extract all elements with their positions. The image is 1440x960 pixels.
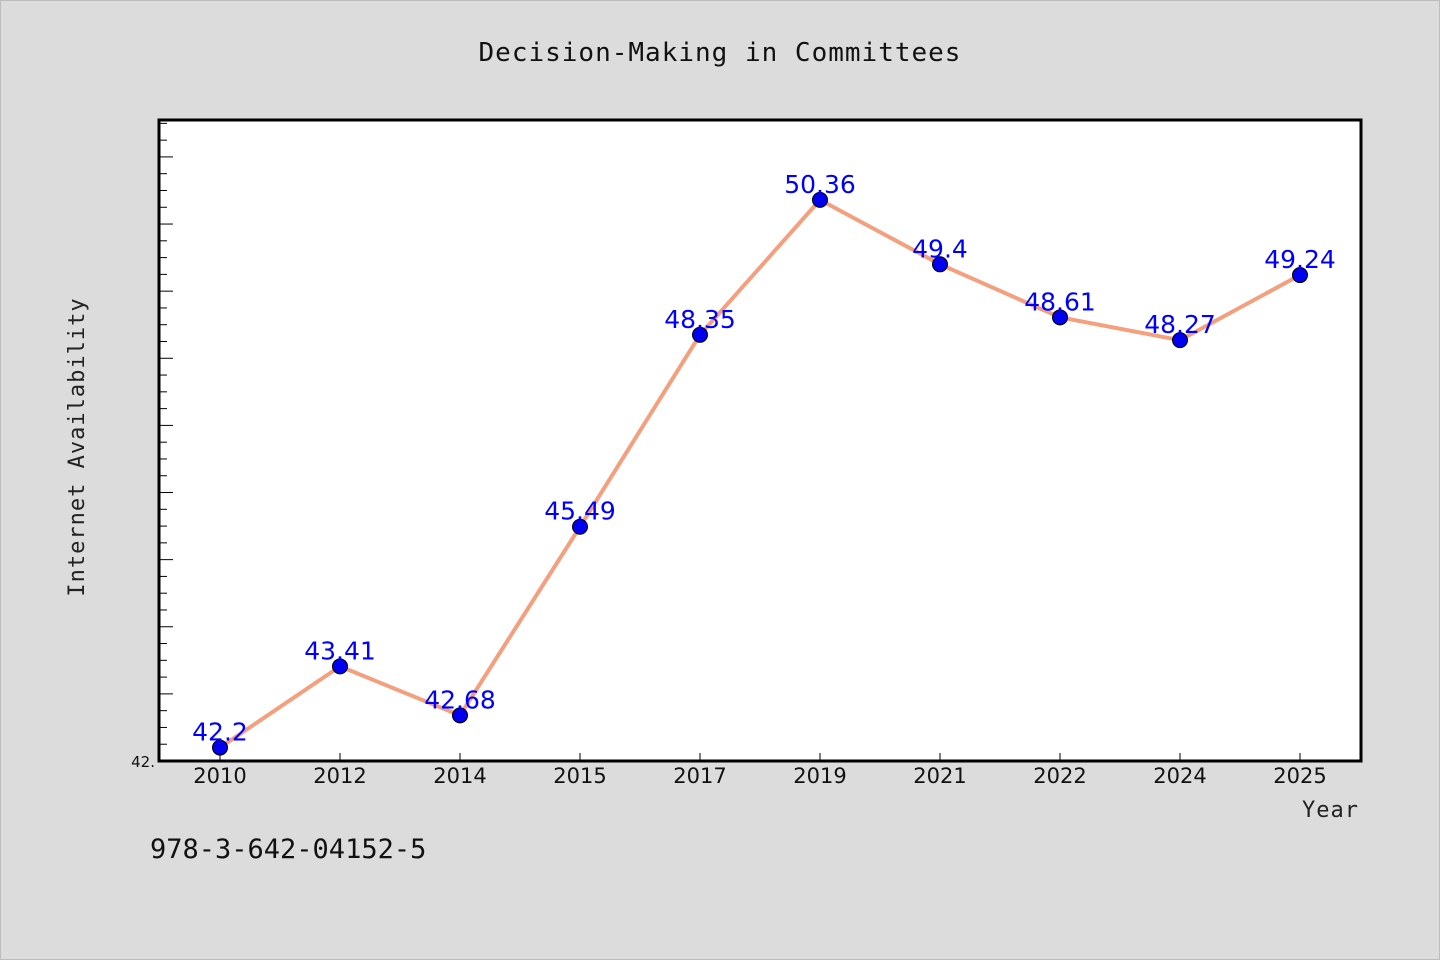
x-tick-label: 2021 — [913, 764, 966, 788]
data-point — [572, 518, 588, 535]
y-axis-min-label: 42. — [131, 753, 155, 771]
data-point — [932, 256, 948, 273]
data-label: 49.24 — [1264, 245, 1336, 274]
x-tick-label: 2025 — [1273, 764, 1326, 788]
x-axis-ticks: 2010 2012 2014 2015 2017 2019 2021 2022 2024 2025 — [193, 753, 1327, 788]
series-line — [218, 197, 1302, 750]
data-label: 42.2 — [192, 718, 248, 747]
data-labels: 42.2 43.41 42.68 45.49 48.35 50.36 49.4 48.61 48… — [192, 170, 1336, 747]
data-label: 50.36 — [784, 170, 856, 199]
data-point — [812, 191, 828, 208]
series-polyline — [218, 197, 1302, 750]
data-point — [1052, 309, 1068, 326]
x-tick-label: 2024 — [1153, 764, 1206, 788]
x-tick-label: 2017 — [673, 764, 726, 788]
x-tick-label: 2015 — [553, 764, 606, 788]
plot-area — [157, 118, 1363, 763]
x-tick-label: 2012 — [313, 764, 366, 788]
data-label: 48.61 — [1024, 287, 1096, 316]
data-label: 48.35 — [664, 305, 736, 334]
y-axis-ticks — [159, 122, 173, 762]
x-tick-label: 2022 — [1033, 764, 1086, 788]
data-label: 45.49 — [544, 497, 616, 526]
data-label: 49.4 — [912, 234, 968, 263]
x-tick-label: 2019 — [793, 764, 846, 788]
data-label: 43.41 — [304, 636, 376, 665]
y-axis-label: Internet Availability — [65, 297, 90, 596]
data-label: 42.68 — [424, 685, 496, 714]
x-tick-label: 2010 — [193, 764, 246, 788]
data-label: 48.27 — [1144, 310, 1216, 339]
chart-title: Decision-Making in Committees — [479, 38, 962, 68]
data-points — [212, 191, 1308, 756]
x-axis-label: Year — [1302, 798, 1359, 823]
data-point — [212, 739, 228, 756]
isbn-footer: 978-3-642-04152-5 — [150, 834, 427, 865]
data-point — [332, 658, 348, 675]
data-point — [692, 326, 708, 343]
x-tick-label: 2014 — [433, 764, 486, 788]
data-point — [452, 707, 468, 724]
data-point — [1172, 332, 1188, 349]
data-point — [1292, 267, 1308, 284]
